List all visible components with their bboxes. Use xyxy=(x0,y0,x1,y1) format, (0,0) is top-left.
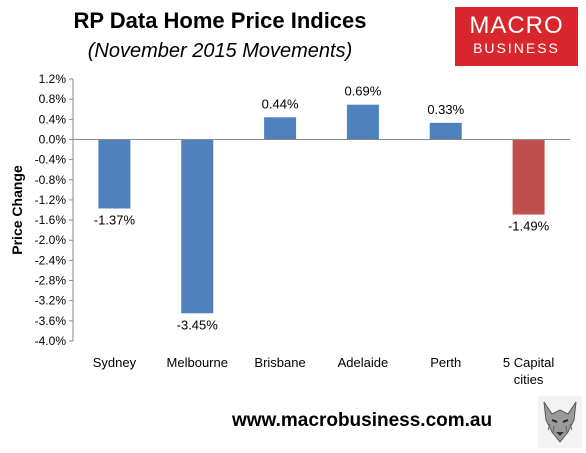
x-category-label: Adelaide xyxy=(338,355,389,370)
y-tick-label: 0.8% xyxy=(39,92,67,106)
data-label: -1.49% xyxy=(508,219,550,234)
x-category-label: Perth xyxy=(430,355,461,370)
x-category-label: 5 Capital xyxy=(503,355,554,370)
macrobusiness-logo[interactable]: MACRO BUSINESS xyxy=(455,7,578,66)
y-tick-label: -0.4% xyxy=(35,153,67,167)
bar-brisbane xyxy=(264,117,297,140)
chart-title: RP Data Home Price Indices xyxy=(73,8,367,33)
y-tick-label: 0.0% xyxy=(39,132,67,146)
wolf-head-icon xyxy=(538,396,582,448)
x-category-label: cities xyxy=(514,372,544,387)
logo-line-1: MACRO xyxy=(469,12,564,39)
bar-sydney xyxy=(98,139,131,209)
data-label: -1.37% xyxy=(94,212,136,227)
x-category-label: Brisbane xyxy=(254,355,305,370)
logo-line-2: BUSINESS xyxy=(473,40,560,56)
y-axis-title-group: Price Change xyxy=(9,165,25,255)
y-tick-label: -3.6% xyxy=(35,314,67,328)
bar-adelaide xyxy=(346,104,379,140)
y-axis-title: Price Change xyxy=(9,165,25,255)
data-label: 0.33% xyxy=(427,102,464,117)
bar-perth xyxy=(429,122,462,140)
y-tick-label: -3.2% xyxy=(35,294,67,308)
data-label: 0.69% xyxy=(344,84,381,99)
data-label: 0.44% xyxy=(262,96,299,111)
chart-subtitle: (November 2015 Movements) xyxy=(87,40,353,62)
y-tick-label: -2.8% xyxy=(35,274,67,288)
y-tick-label: 0.4% xyxy=(39,112,67,126)
bar-5-capital-cities xyxy=(512,139,545,215)
x-category-label: Melbourne xyxy=(167,355,228,370)
y-tick-label: -4.0% xyxy=(35,334,67,348)
bar-chart: Price Change 1.2% 0.8% 0.4% 0.0% -0.4% -0.8% -… xyxy=(9,72,570,387)
bar-melbourne xyxy=(181,139,214,314)
data-label: -3.45% xyxy=(177,317,219,332)
y-tick-label: -2.0% xyxy=(35,233,67,247)
website-url[interactable]: www.macrobusiness.com.au xyxy=(232,410,493,431)
y-tick-label: 1.2% xyxy=(39,72,67,86)
y-tick-label: -1.2% xyxy=(35,193,67,207)
y-tick-label: -2.4% xyxy=(35,253,67,267)
x-category-label: Sydney xyxy=(93,355,137,370)
y-tick-label: -0.8% xyxy=(35,173,67,187)
y-tick-label: -1.6% xyxy=(35,213,67,227)
